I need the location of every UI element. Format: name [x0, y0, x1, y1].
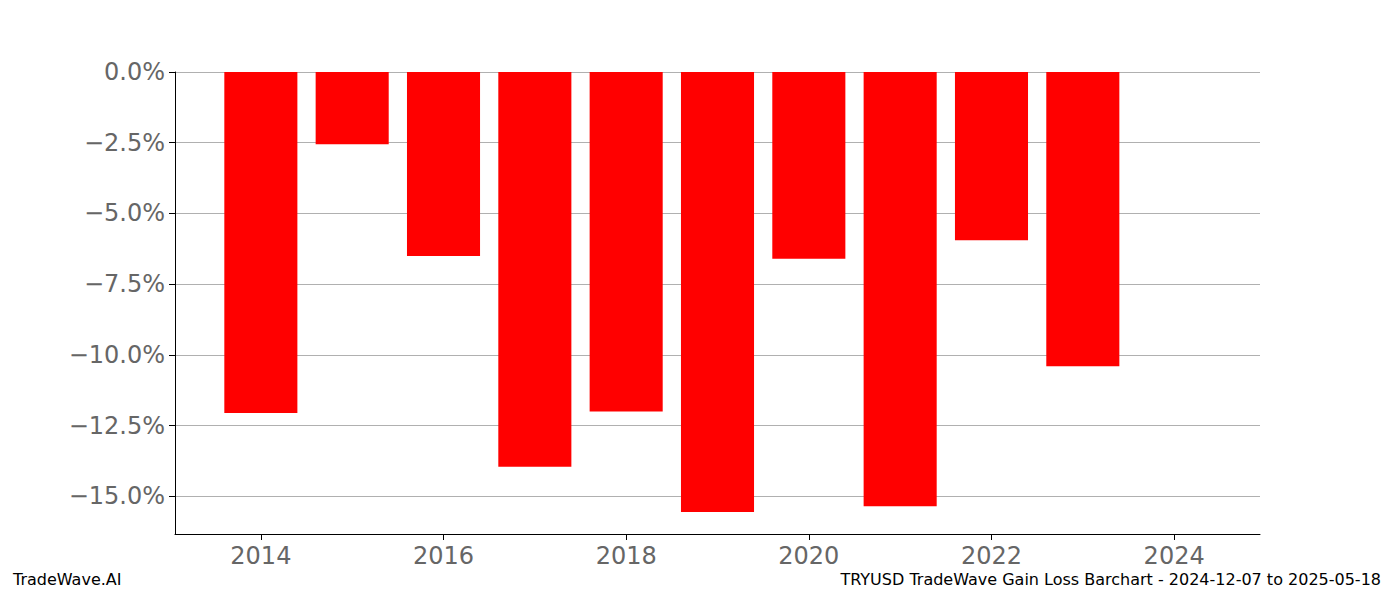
svg-text:−7.5%: −7.5%	[84, 270, 165, 298]
svg-text:0.0%: 0.0%	[104, 58, 165, 86]
svg-text:−15.0%: −15.0%	[69, 482, 165, 510]
svg-text:TradeWave.AI: TradeWave.AI	[12, 570, 121, 589]
svg-text:2020: 2020	[778, 542, 839, 570]
svg-text:−5.0%: −5.0%	[84, 199, 165, 227]
svg-text:2014: 2014	[230, 542, 291, 570]
svg-text:2022: 2022	[961, 542, 1022, 570]
svg-text:−12.5%: −12.5%	[69, 412, 165, 440]
svg-text:2018: 2018	[596, 542, 657, 570]
svg-text:TRYUSD TradeWave Gain Loss Bar: TRYUSD TradeWave Gain Loss Barchart - 20…	[839, 570, 1381, 589]
svg-text:−2.5%: −2.5%	[84, 129, 165, 157]
svg-text:−10.0%: −10.0%	[69, 341, 165, 369]
svg-text:2024: 2024	[1144, 542, 1205, 570]
svg-text:2016: 2016	[413, 542, 474, 570]
